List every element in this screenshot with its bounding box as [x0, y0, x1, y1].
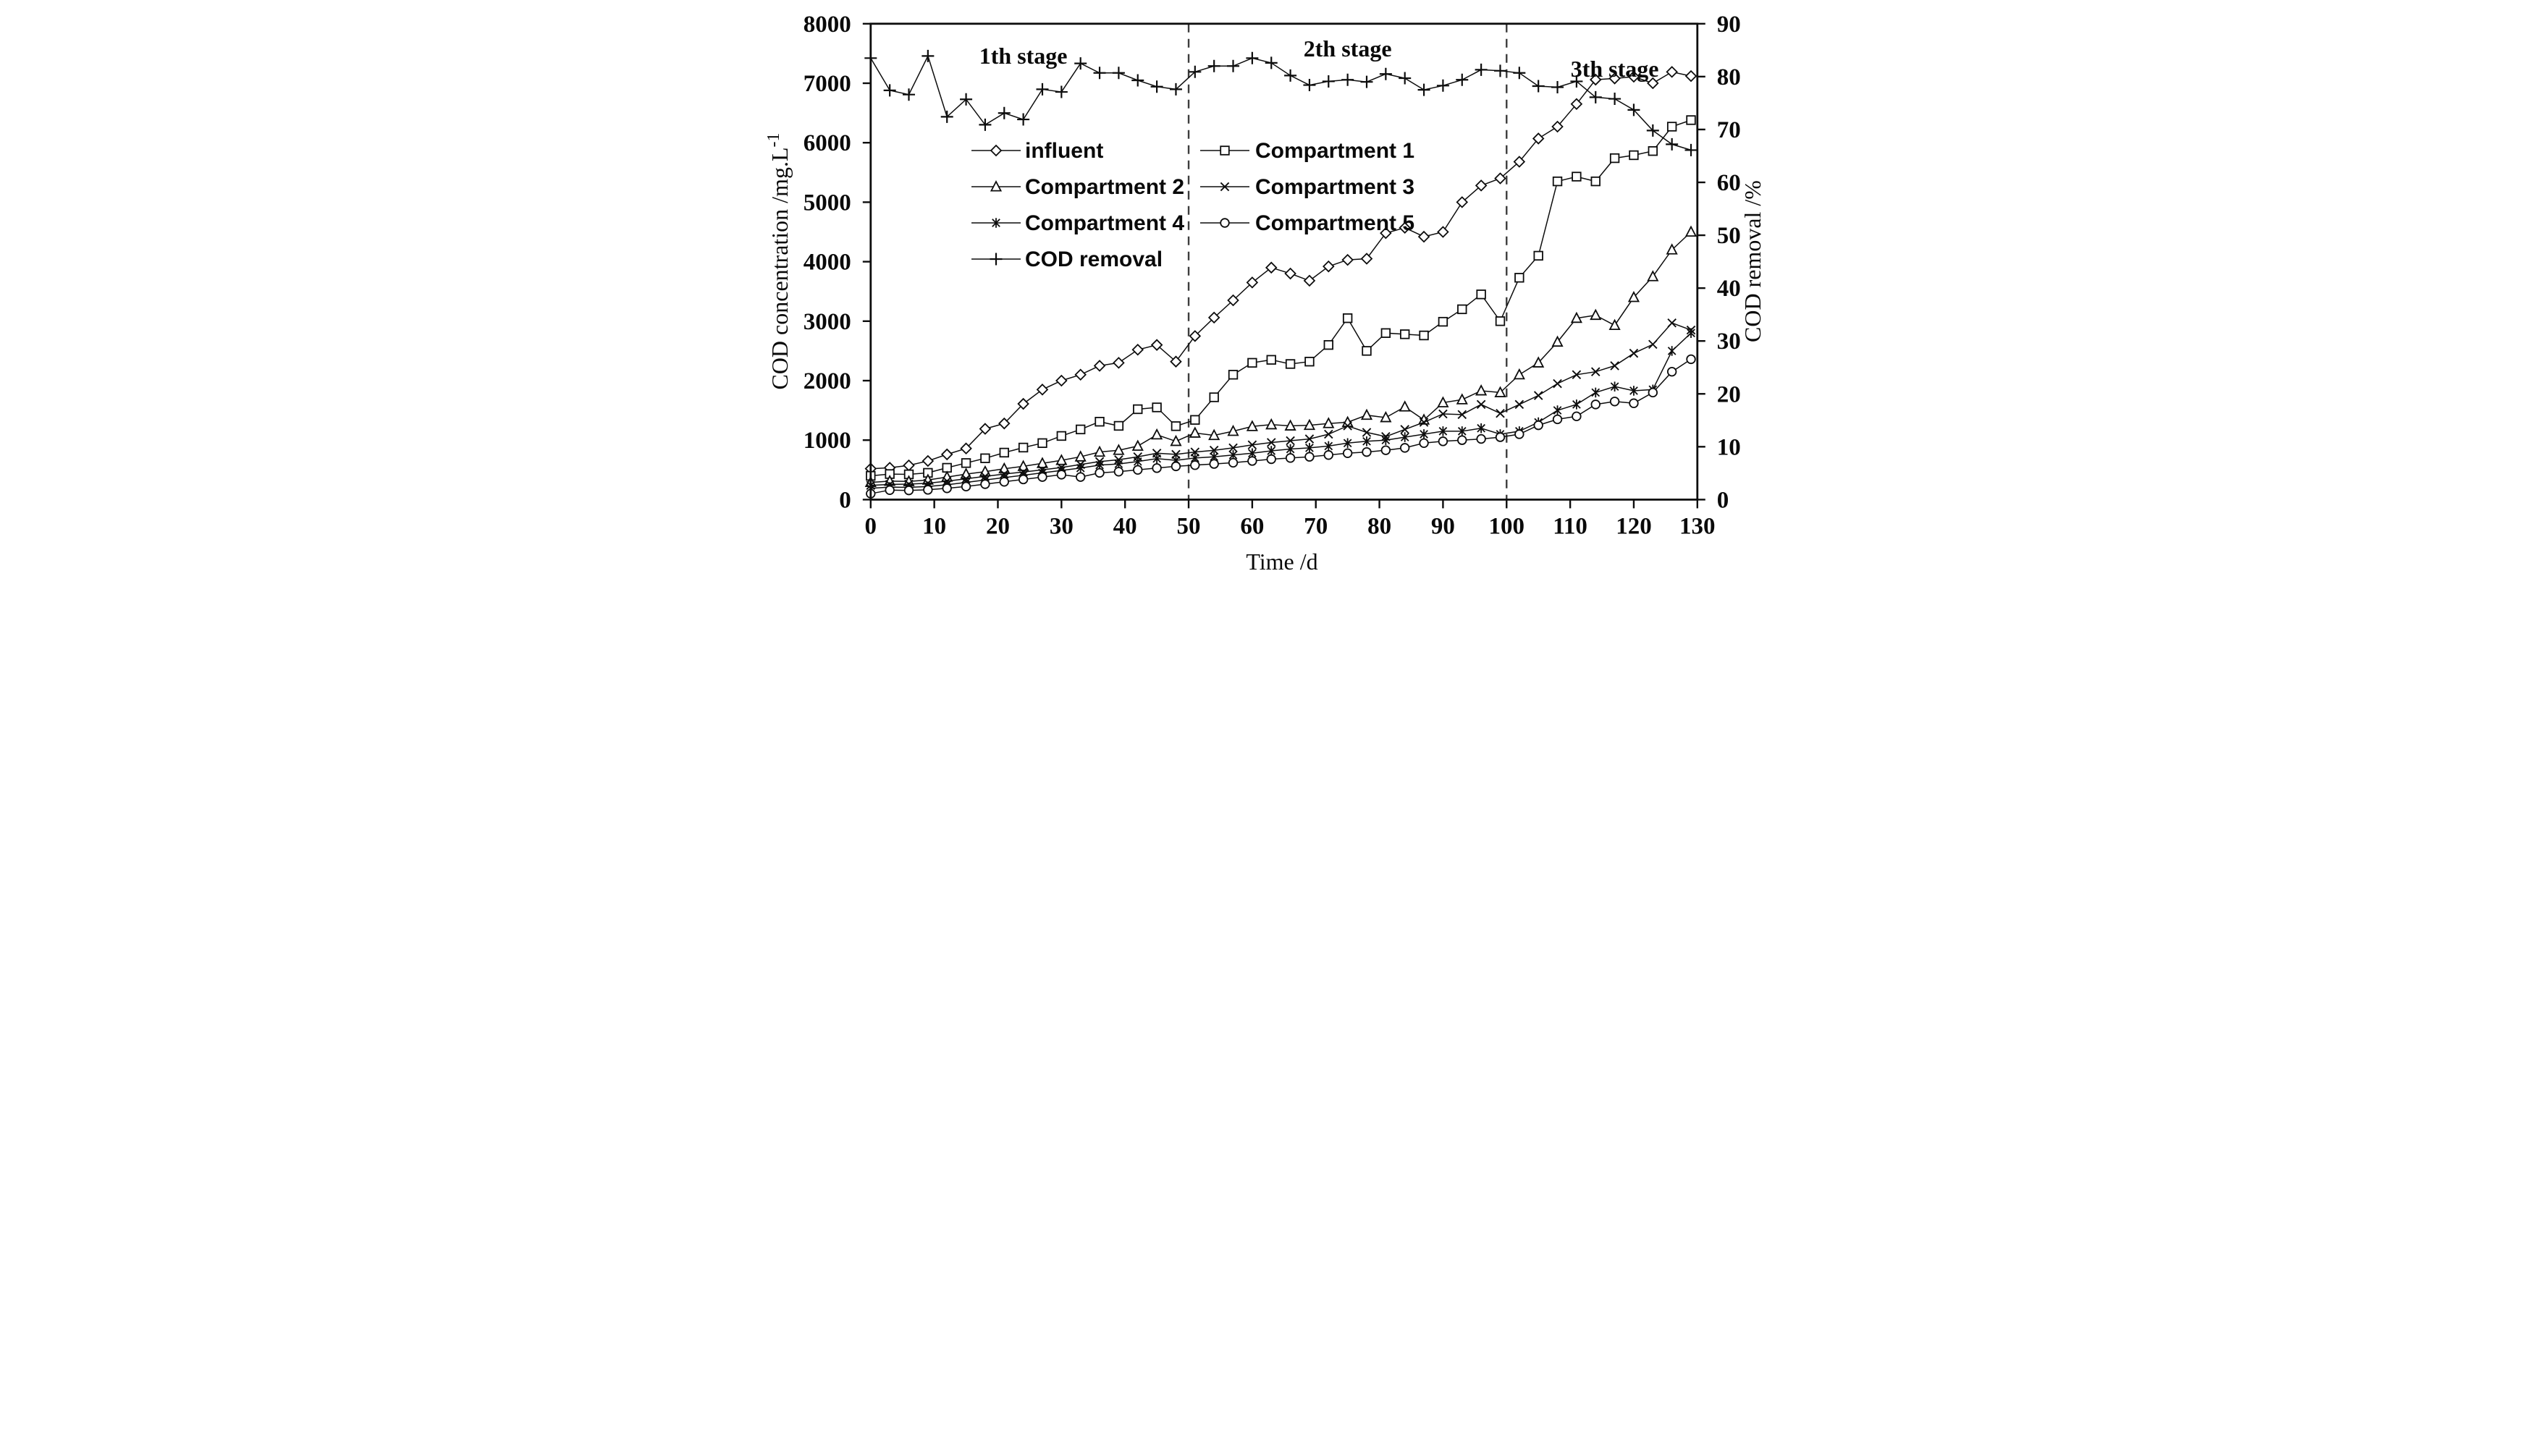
legend-item-label: influent [1025, 139, 1103, 163]
left-axis-title: COD concentration /mg.L-1 [764, 132, 793, 389]
right-tick-label: 90 [1717, 12, 1741, 38]
right-tick-label: 50 [1717, 223, 1741, 249]
x-tick-label: 110 [1553, 513, 1587, 539]
left-tick-label: 2000 [804, 368, 851, 394]
x-tick-label: 100 [1489, 513, 1525, 539]
left-tick-label: 0 [839, 487, 851, 513]
left-tick-label: 7000 [804, 71, 851, 97]
x-tick-label: 90 [1431, 513, 1455, 539]
right-tick-label: 40 [1717, 276, 1741, 302]
x-tick-label: 120 [1616, 513, 1652, 539]
series-compartment-5 [866, 354, 1696, 499]
stage-boundary-lines [1187, 23, 1508, 500]
right-tick-label: 30 [1717, 329, 1741, 355]
x-tick-label: 130 [1679, 513, 1716, 539]
series-compartment-2 [864, 225, 1698, 488]
left-tick-label: 1000 [804, 428, 851, 454]
legend-item-label: Compartment 2 [1025, 175, 1184, 199]
stage-label: 3th stage [1571, 56, 1659, 82]
legend-item-compartment-5: Compartment 5 [1200, 211, 1414, 235]
right-tick-label: 0 [1717, 487, 1729, 513]
x-tick-label: 70 [1304, 513, 1328, 539]
legend-item-compartment-1: Compartment 1 [1200, 139, 1414, 163]
x-axis-ticks: 0 10 20 30 40 50 60 70 80 90 100 110 120 130 [865, 499, 1716, 539]
legend-item-influent: influent [971, 139, 1103, 163]
series-cod-removal [864, 49, 1698, 156]
legend-item-label: Compartment 4 [1025, 211, 1184, 235]
left-tick-label: 6000 [804, 130, 851, 156]
legend-item-label: Compartment 3 [1255, 175, 1414, 199]
legend-item-label: Compartment 5 [1255, 211, 1414, 235]
series-compartment-1 [866, 115, 1696, 481]
left-tick-label: 5000 [804, 190, 851, 216]
legend-item-label: Compartment 1 [1255, 139, 1414, 163]
legend-item-label: COD removal [1025, 247, 1163, 271]
right-tick-label: 10 [1717, 434, 1741, 460]
x-tick-label: 40 [1113, 513, 1137, 539]
left-tick-label: 4000 [804, 250, 851, 276]
right-axis-title: COD removal /% [1739, 180, 1766, 342]
x-tick-label: 10 [922, 513, 946, 539]
legend-item-compartment-2: Compartment 2 [971, 175, 1184, 199]
legend: influent Compartment 1 Compartment 2 Compar… [971, 139, 1414, 271]
series-influent [864, 66, 1698, 475]
x-tick-label: 20 [986, 513, 1010, 539]
stage-label: 2th stage [1304, 35, 1392, 62]
legend-item-cod-removal: COD removal [971, 247, 1163, 271]
left-tick-label: 8000 [804, 12, 851, 38]
series-compartment-4 [866, 328, 1695, 494]
x-tick-label: 50 [1177, 513, 1201, 539]
series-compartment-3 [866, 318, 1696, 490]
right-tick-label: 80 [1717, 64, 1741, 90]
x-axis-title: Time /d [1246, 549, 1317, 575]
cod-chart-figure: 0 1000 2000 3000 4000 5000 6000 7000 8000 0 10 20 30… [763, 0, 1780, 583]
x-tick-label: 30 [1050, 513, 1074, 539]
plot-border [869, 22, 1699, 501]
left-axis-ticks: 0 1000 2000 3000 4000 5000 6000 7000 8000 [804, 12, 871, 513]
right-tick-label: 20 [1717, 381, 1741, 407]
x-tick-label: 0 [865, 513, 877, 539]
x-tick-label: 60 [1240, 513, 1264, 539]
stage-label: 1th stage [979, 43, 1068, 69]
right-tick-label: 70 [1717, 117, 1741, 143]
legend-item-compartment-3: Compartment 3 [1200, 175, 1414, 199]
right-tick-label: 60 [1717, 170, 1741, 196]
cod-time-series-chart: 0100020003000400050006000700080000102030… [763, 0, 1780, 583]
left-tick-label: 3000 [804, 309, 851, 335]
legend-item-compartment-4: Compartment 4 [971, 211, 1184, 235]
right-axis-ticks: 0 10 20 30 40 50 60 70 80 90 [1697, 12, 1741, 513]
x-tick-label: 80 [1367, 513, 1391, 539]
